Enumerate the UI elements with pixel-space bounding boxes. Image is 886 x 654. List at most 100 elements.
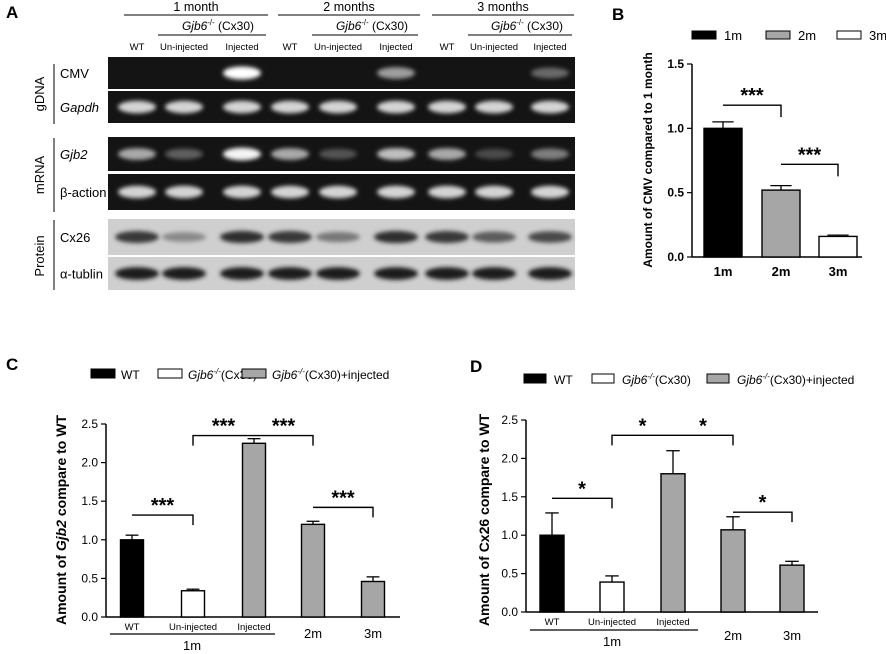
genotype-label: Gjb6-/- (Cx30): [182, 18, 254, 33]
y-axis-label-d: Amount of Cx26 compare to WT: [476, 413, 492, 626]
legend-d: WT Gjb6-/-(Cx30) Gjb6-/-(Cx30)+injected: [523, 372, 854, 387]
x-tick-label: WT: [545, 617, 560, 628]
section-label-protein: Protein: [32, 220, 55, 290]
significance-label: ***: [740, 85, 764, 107]
y-tick-label: 0.0: [81, 610, 98, 624]
blot-band: [472, 231, 516, 243]
x-tick-label: 1m: [714, 264, 733, 279]
legend-swatch: [706, 373, 730, 384]
legend-swatch: [691, 30, 717, 40]
gel-band: [531, 148, 569, 160]
gel-row-label: α-tublin: [60, 267, 103, 282]
bar-3m: [360, 580, 386, 618]
blot-band: [472, 267, 516, 280]
svg-text:Protein: Protein: [32, 235, 47, 276]
gel-band: [319, 185, 357, 199]
lane-label: Injected: [225, 42, 258, 53]
group-label: 1m: [603, 634, 621, 649]
y-tick-label: 2.0: [501, 451, 518, 465]
gel-band: [475, 100, 513, 114]
significance-bracket: [132, 514, 194, 526]
blot-band: [162, 232, 206, 242]
y-tick-label: 1.5: [81, 494, 98, 508]
gel-band: [531, 67, 569, 79]
gel-band: [118, 185, 156, 199]
y-tick-label: 0.5: [501, 567, 518, 581]
blot-band: [374, 230, 418, 244]
lane-label: Un-injected: [160, 42, 208, 53]
y-axis-label-b: Amount of CMV compared to 1 month: [641, 52, 655, 267]
time-group-label: 3 months: [477, 0, 528, 14]
legend-b: 1m 2m 3m: [691, 28, 886, 43]
bar-2m: [300, 523, 326, 618]
bar-wt: [539, 534, 565, 613]
y-axis-label-c: Amount of Gjb2 compare to WT: [53, 415, 69, 625]
gel-band: [223, 147, 261, 161]
lane-label: WT: [440, 42, 455, 53]
x-tick-label: 3m: [364, 626, 382, 641]
y-tick-label: 0.0: [667, 250, 684, 264]
blot-band: [162, 267, 206, 280]
blot-band: [528, 231, 572, 243]
significance-label: *: [639, 415, 647, 437]
gel-band: [428, 100, 466, 114]
x-tick-label: Un-injected: [169, 622, 217, 633]
gel-band: [223, 66, 261, 80]
legend-label: WT: [554, 373, 573, 387]
legend-swatch: [90, 368, 116, 379]
group-label: 1m: [183, 638, 201, 653]
x-tick-label: 3m: [783, 628, 801, 643]
bar-injected: [660, 473, 686, 613]
y-tick-label: 0.0: [501, 605, 518, 619]
bar-2m: [720, 529, 746, 613]
legend-label: Gjb6-/-(Cx30): [622, 372, 691, 387]
panel-letter-b: B: [612, 5, 624, 24]
significance-label: ***: [798, 144, 822, 166]
gel-band: [165, 100, 203, 114]
panel-d-chart: D WT Gjb6-/-(Cx30) Gjb6-/-(Cx30)+injected …: [470, 357, 854, 649]
y-tick-label: 0.5: [667, 186, 684, 200]
x-tick-label: Injected: [237, 622, 270, 633]
legend-label: WT: [121, 368, 140, 382]
x-tick-label: 3m: [829, 264, 848, 279]
significance-label: ***: [331, 487, 355, 509]
legend-swatch: [591, 373, 615, 384]
panel-letter-a: A: [6, 3, 18, 22]
legend-label: 3m: [869, 28, 886, 43]
gel-band: [118, 100, 156, 114]
time-group-label: 1 month: [173, 0, 218, 14]
gel-band: [165, 148, 203, 160]
gel-band: [271, 100, 309, 114]
bar-un-injected: [599, 581, 625, 613]
gel-row-gapdh: Gapdh: [60, 91, 575, 123]
blot-band: [220, 230, 264, 244]
gel-band: [271, 185, 309, 199]
significance-bracket: [673, 434, 734, 446]
gel-band: [319, 148, 357, 160]
y-tick-label: 1.5: [501, 490, 518, 504]
significance-label: *: [759, 492, 767, 514]
y-tick-label: 2.5: [501, 413, 518, 427]
significance-bracket: [192, 434, 254, 446]
svg-text:mRNA: mRNA: [32, 156, 47, 195]
legend-swatch: [836, 30, 862, 40]
gel-band: [475, 148, 513, 160]
significance-bracket: [781, 163, 839, 177]
gel-band: [377, 147, 415, 161]
legend-swatch: [765, 30, 791, 40]
gel-row-gjb2: Gjb2: [60, 137, 575, 171]
significance-bracket: [552, 497, 613, 509]
blot-band: [528, 267, 572, 280]
legend-swatch: [157, 368, 183, 379]
significance-label: *: [578, 478, 586, 500]
lane-label: Injected: [533, 42, 566, 53]
gel-band: [377, 185, 415, 199]
bar-3m: [779, 564, 805, 613]
y-tick-label: 2.0: [81, 456, 98, 470]
panel-c-chart: C WT Gjb6-/-(Cx30) Gjb6-/-(Cx30)+injected …: [6, 355, 400, 653]
significance-bracket: [313, 506, 374, 518]
gel-row-label: CMV: [60, 66, 89, 81]
gel-band: [531, 185, 569, 199]
gel-band: [223, 185, 261, 199]
x-tick-label: 2m: [304, 626, 322, 641]
